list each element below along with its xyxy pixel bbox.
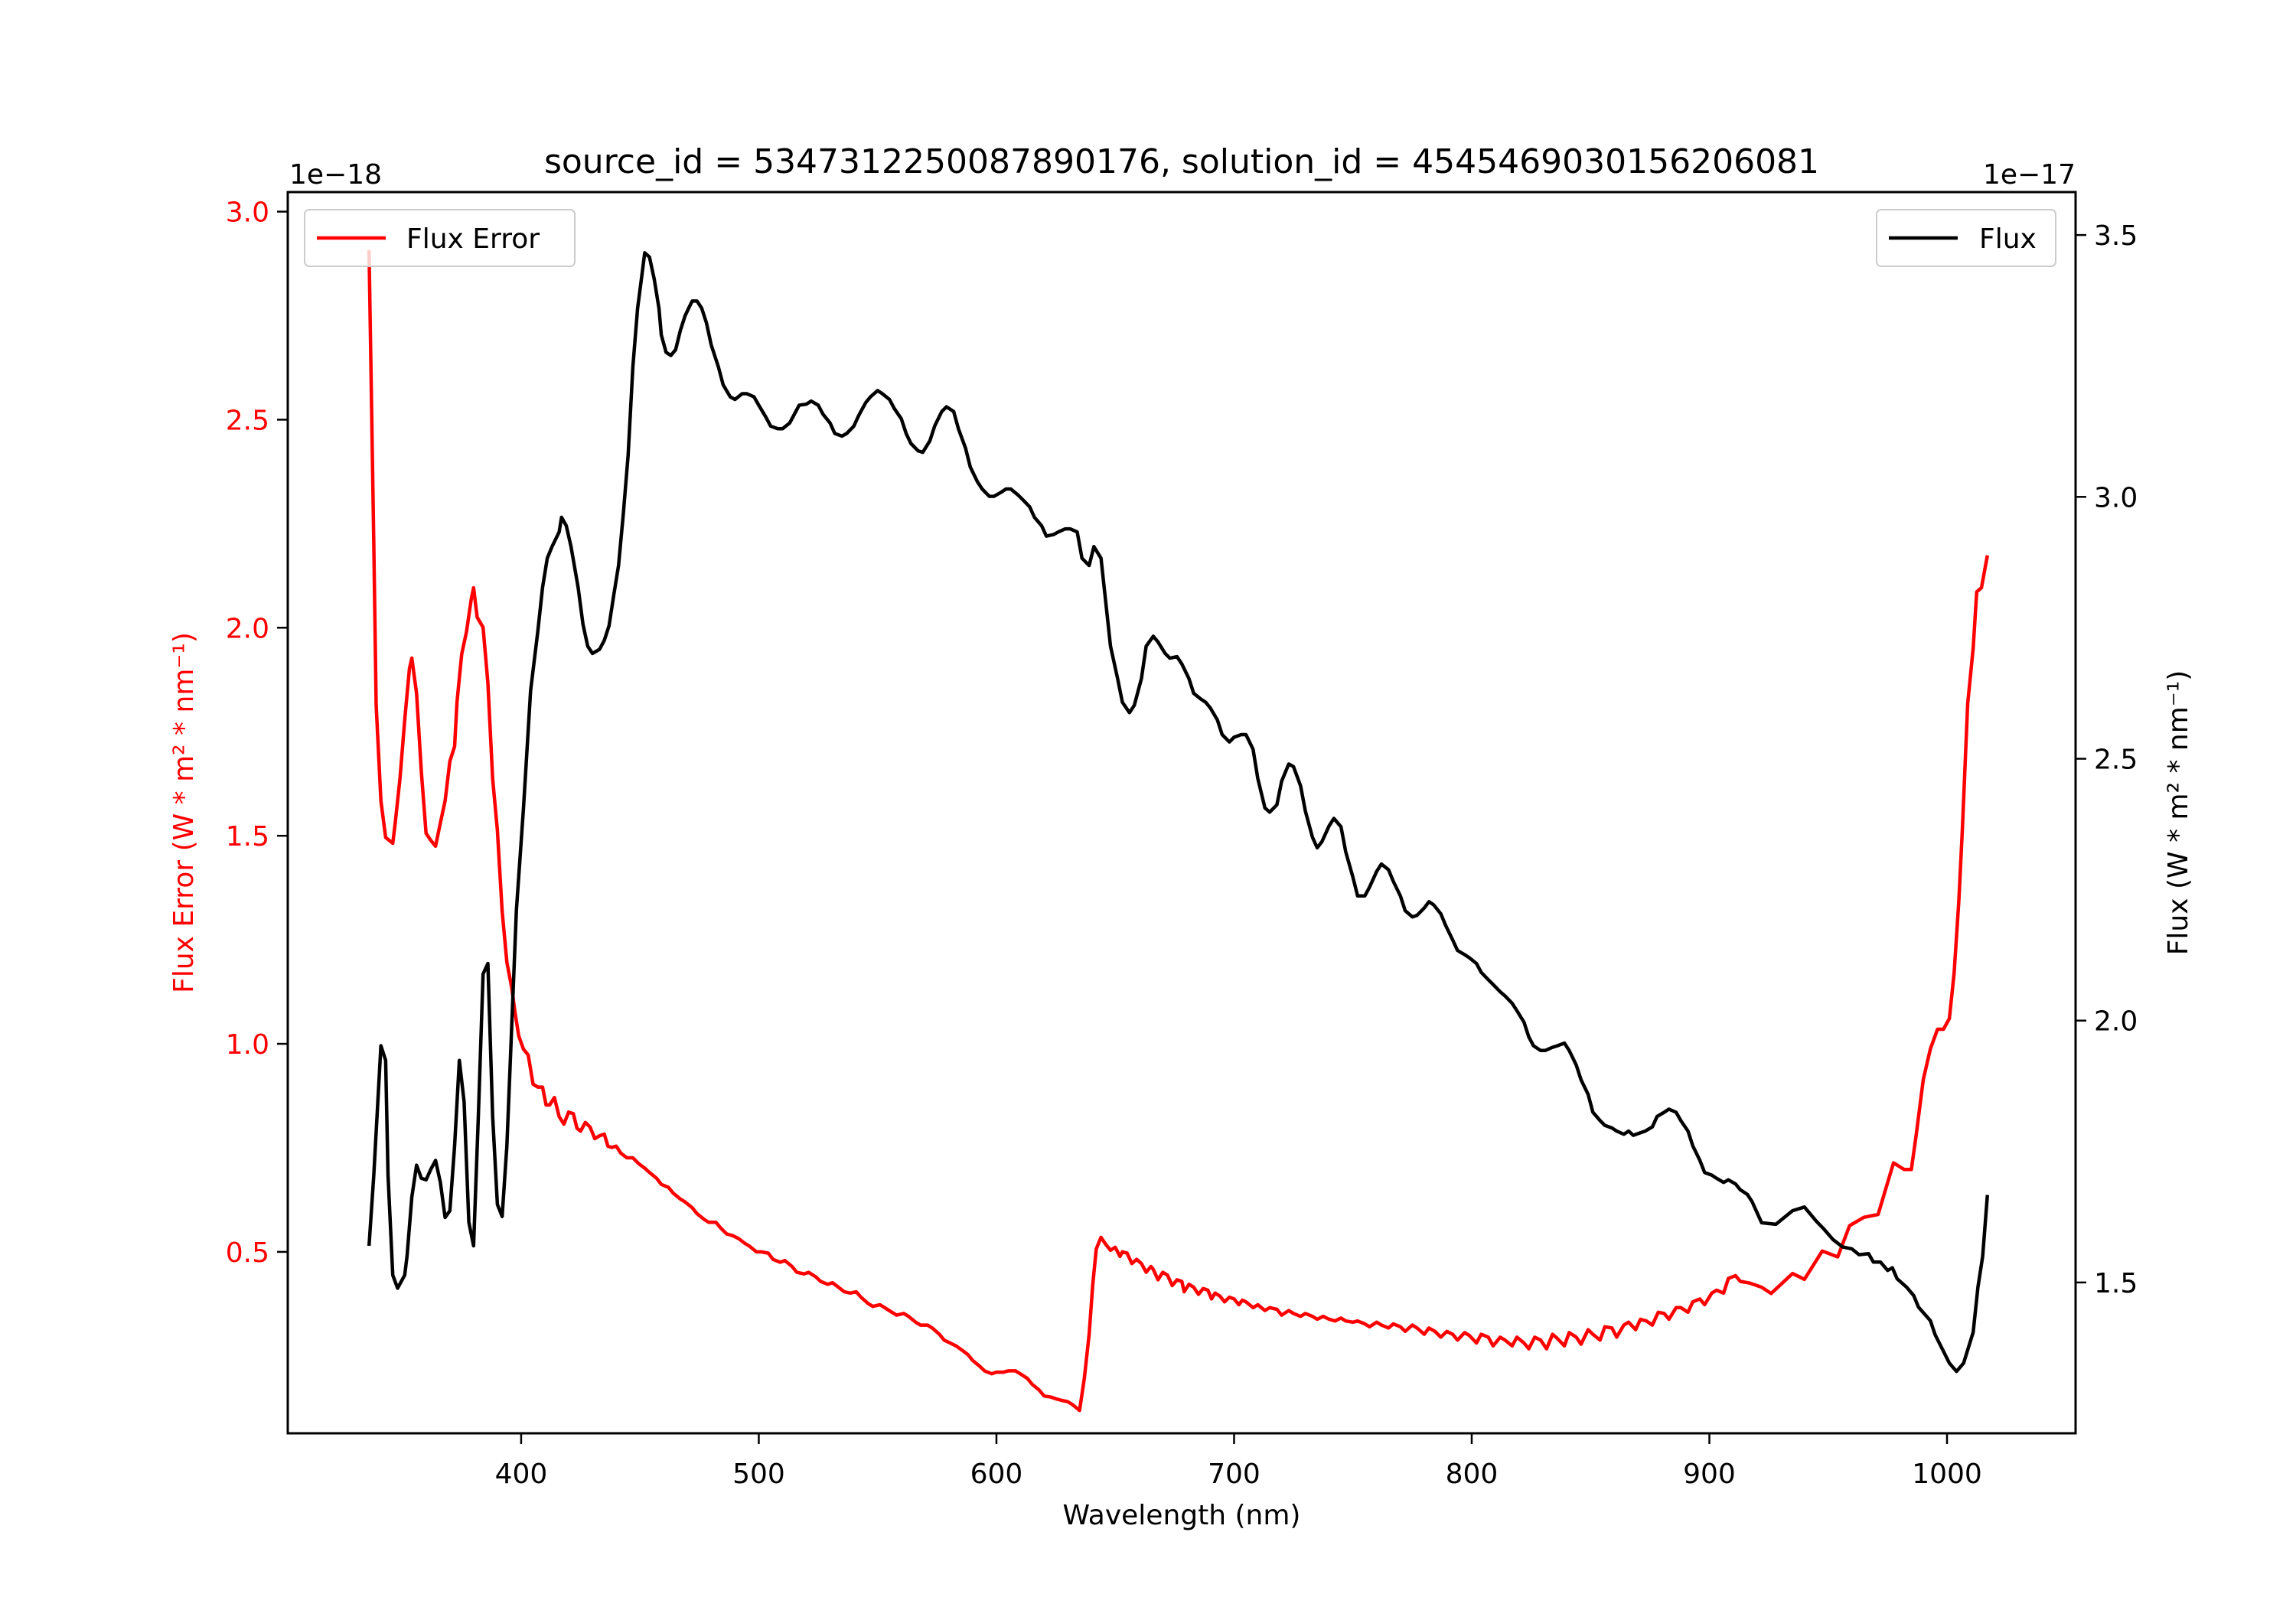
left-y-tick-label: 1.0 bbox=[226, 1029, 269, 1061]
left-y-axis-label: Flux Error (W * m² * nm⁻¹) bbox=[168, 632, 200, 993]
left-y-tick-label: 0.5 bbox=[226, 1237, 269, 1269]
x-tick-label: 900 bbox=[1683, 1459, 1736, 1490]
right-y-axis-label: Flux (W * m² * nm⁻¹) bbox=[2163, 670, 2194, 956]
legend-box bbox=[304, 209, 576, 267]
ticks-layer: 400 500 600 700 800 900 1000 0.5 1.0 1.5 2.0 2.5 3.0… bbox=[226, 197, 2138, 1490]
right-y-tick-label: 3.0 bbox=[2094, 482, 2138, 513]
right-y-tick-label: 2.0 bbox=[2094, 1006, 2138, 1038]
legend-flux-error: Flux Error bbox=[304, 209, 576, 267]
right-y-tick-label: 3.5 bbox=[2094, 220, 2138, 252]
x-tick-label: 400 bbox=[495, 1459, 548, 1490]
right-y-tick-label: 2.5 bbox=[2094, 745, 2138, 776]
left-y-tick-label: 1.5 bbox=[226, 821, 269, 852]
series-line-flux bbox=[367, 251, 1990, 1374]
right-y-tick-label: 1.5 bbox=[2094, 1268, 2138, 1299]
legend-label-flux: Flux bbox=[1979, 223, 2037, 255]
left-y-tick-label: 2.0 bbox=[226, 613, 269, 644]
legend-label-flux-error: Flux Error bbox=[406, 223, 540, 255]
left-y-tick-label: 3.0 bbox=[226, 197, 269, 229]
left-axis-offset-text: 1e−18 bbox=[289, 159, 382, 191]
legend-box bbox=[1876, 209, 2056, 267]
series-layer bbox=[367, 249, 1990, 1413]
x-tick-label: 800 bbox=[1446, 1459, 1499, 1490]
x-tick-label: 1000 bbox=[1912, 1459, 1982, 1490]
series-line-flux-error bbox=[367, 249, 1990, 1413]
right-axis-offset-text: 1e−17 bbox=[1983, 159, 2076, 191]
plot-frame bbox=[286, 191, 2077, 1435]
legend-flux: Flux bbox=[1876, 209, 2056, 267]
x-axis-label: Wavelength (nm) bbox=[1063, 1500, 1301, 1531]
x-tick-label: 700 bbox=[1208, 1459, 1261, 1490]
x-tick-label: 600 bbox=[970, 1459, 1023, 1490]
chart-title: source_id = 5347312250087890176, solutio… bbox=[544, 142, 1819, 181]
left-y-tick-label: 2.5 bbox=[226, 405, 269, 436]
x-tick-label: 500 bbox=[732, 1459, 785, 1490]
